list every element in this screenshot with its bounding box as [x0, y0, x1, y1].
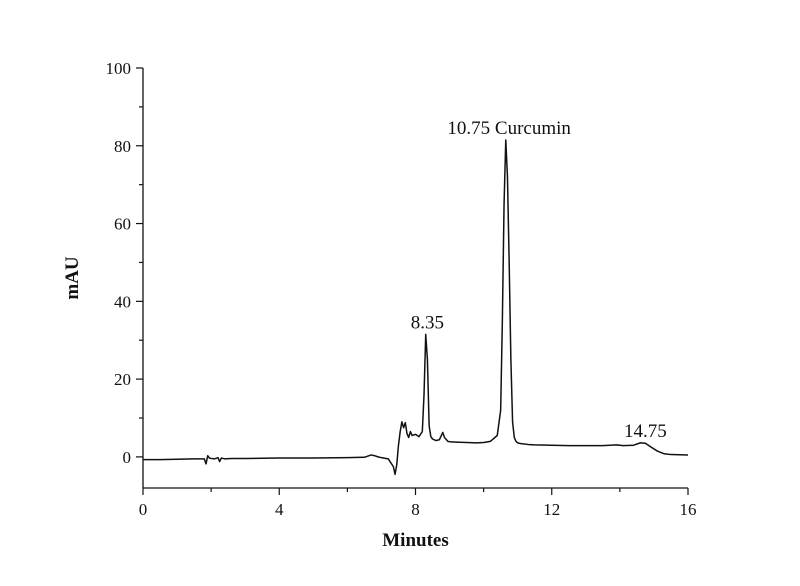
y-tick-label: 40	[114, 292, 131, 311]
x-tick-label: 0	[139, 500, 148, 519]
y-tick-label: 0	[123, 448, 132, 467]
axes	[142, 68, 688, 489]
y-tick-label: 80	[114, 137, 131, 156]
x-axis-title: Minutes	[382, 530, 449, 551]
y-tick-label: 60	[114, 215, 131, 234]
peak-annotations: 8.35 10.75 Curcumin 14.75	[411, 118, 667, 442]
x-tick-label: 12	[543, 500, 560, 519]
x-tick-label: 4	[275, 500, 284, 519]
y-tick-label: 20	[114, 370, 131, 389]
y-tick-label: 100	[106, 59, 132, 78]
peak-label: 14.75	[624, 421, 667, 442]
peak-label: 8.35	[411, 312, 444, 333]
x-tick-label: 16	[680, 500, 697, 519]
peak-label: 10.75 Curcumin	[447, 118, 571, 139]
y-axis-title: mAU	[62, 256, 83, 300]
x-tick-label: 8	[411, 500, 420, 519]
x-ticks: 0 4 8 12 16	[139, 488, 697, 519]
chromatogram-trace	[143, 139, 689, 476]
y-ticks: 0 20 40 60 80 100	[106, 59, 143, 467]
